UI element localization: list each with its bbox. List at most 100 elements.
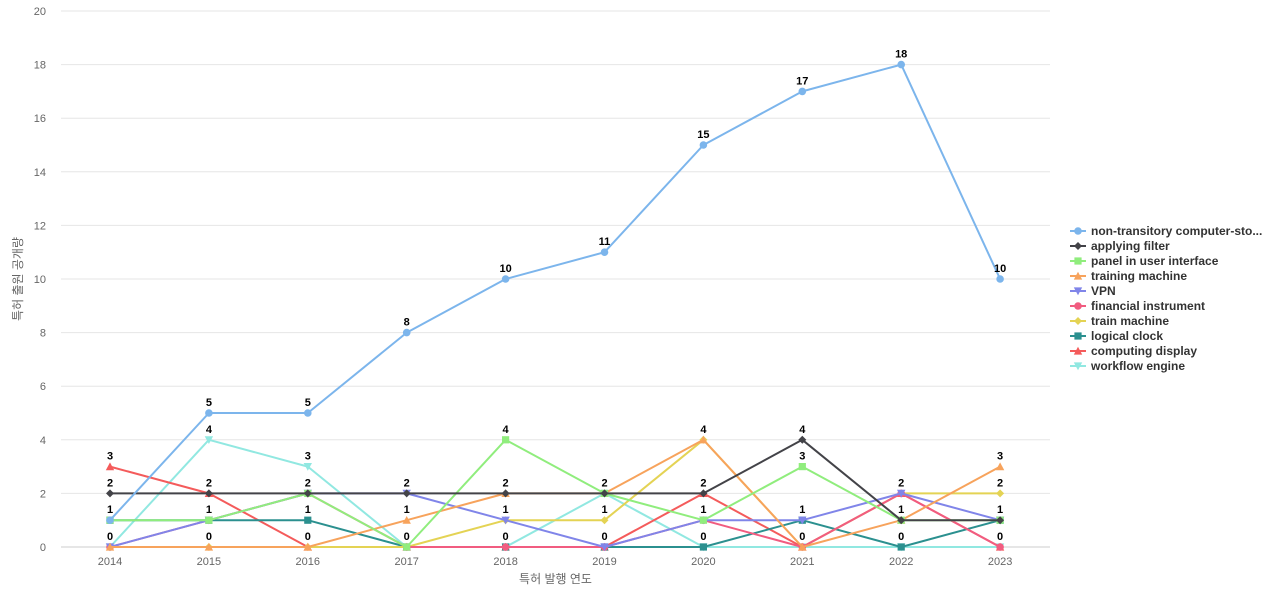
data-point [501,516,510,525]
data-point [204,489,213,498]
data-label: 3 [799,451,805,463]
x-tick-label: 2015 [197,556,221,568]
data-label: 11 [599,236,611,248]
legend[interactable]: non-transitory computer-sto...applying f… [1070,224,1262,373]
data-label: 4 [799,424,806,436]
legend-label: computing display [1091,344,1197,358]
data-label: 3 [997,451,1003,463]
data-point [205,516,213,524]
x-tick-label: 2017 [394,556,418,568]
data-point [402,328,411,337]
x-tick-label: 2022 [889,556,913,568]
data-point [303,542,312,551]
data-label: 2 [206,477,212,489]
data-point [502,436,510,444]
data-label: 1 [898,504,904,516]
legend-label: training machine [1091,269,1187,283]
data-label: 2 [601,477,607,489]
data-point [996,543,1004,551]
data-label: 2 [404,477,410,489]
data-point [205,409,213,417]
data-point [699,543,707,551]
legend-label: non-transitory computer-sto... [1091,224,1262,238]
data-point [304,516,312,524]
legend-item[interactable]: logical clock [1070,329,1163,343]
legend-marker [1074,242,1082,250]
data-point [798,435,807,444]
series-non-transitory-computer-sto- [106,60,1004,524]
y-tick-label: 14 [34,167,46,179]
legend-item[interactable]: computing display [1070,344,1197,358]
data-point [699,435,708,444]
legend-item[interactable]: non-transitory computer-sto... [1070,224,1262,238]
data-point [699,516,707,524]
legend-item[interactable]: panel in user interface [1070,254,1219,268]
data-point [996,489,1005,498]
data-point [501,543,510,551]
x-tick-label: 2014 [98,556,122,568]
data-point [798,87,807,96]
legend-item[interactable]: financial instrument [1070,299,1205,313]
legend-label: VPN [1091,284,1116,298]
x-tick-label: 2021 [790,556,814,568]
legend-item[interactable]: training machine [1070,269,1187,283]
x-tick-label: 2023 [988,556,1012,568]
x-tick-label: 2018 [493,556,517,568]
data-point [600,543,609,552]
legend-marker [1074,317,1082,325]
legend-label: financial instrument [1091,299,1205,313]
data-label: 4 [700,424,707,436]
series-computing-display [105,462,1005,551]
data-label: 10 [499,263,511,275]
data-point [699,141,708,149]
data-point [501,489,510,498]
data-point [402,489,411,498]
data-label: 2 [107,477,113,489]
legend-marker [1074,257,1082,265]
data-label: 3 [305,451,311,463]
legend-item[interactable]: train machine [1070,314,1169,328]
data-point [402,516,411,524]
legend-label: applying filter [1091,239,1170,253]
data-label: 0 [503,531,509,543]
legend-item[interactable]: workflow engine [1070,359,1185,373]
data-point [105,462,115,471]
data-label: 5 [206,397,212,409]
data-label: 0 [601,531,607,543]
data-label: 2 [997,477,1003,489]
y-tick-label: 8 [40,328,46,340]
data-label: 1 [503,504,509,516]
data-point [897,543,905,551]
y-tick-label: 0 [40,542,46,554]
data-label: 1 [305,504,311,516]
series-line [109,465,1001,548]
data-point [303,463,312,471]
data-point [996,516,1005,525]
x-axis-title: 특허 발행 연도 [519,571,592,586]
series-line [110,438,1001,522]
data-label: 1 [107,504,113,516]
data-point [798,542,807,551]
data-label: 0 [997,531,1003,543]
legend-item[interactable]: applying filter [1070,239,1170,253]
data-label: 5 [305,397,311,409]
legend-marker [1074,332,1082,340]
x-tick-label: 2016 [296,556,320,568]
data-label: 0 [799,531,805,543]
data-label: 17 [796,75,808,87]
data-label: 1 [206,504,212,516]
data-point [897,60,905,69]
data-label: 0 [305,531,311,543]
legend-marker [1073,346,1083,355]
legend-label: workflow engine [1090,359,1185,373]
y-axis-title: 특허 출원 공개량 [11,237,25,321]
data-point [105,542,115,551]
axes: 특허 발행 연도 특허 출원 공개량 024681012141618202014… [11,6,1012,586]
legend-item[interactable]: VPN [1070,284,1116,298]
data-label: 1 [601,504,607,516]
y-tick-label: 20 [34,6,46,18]
y-tick-label: 2 [40,488,46,500]
data-label: 10 [994,263,1006,275]
data-point [106,516,114,524]
